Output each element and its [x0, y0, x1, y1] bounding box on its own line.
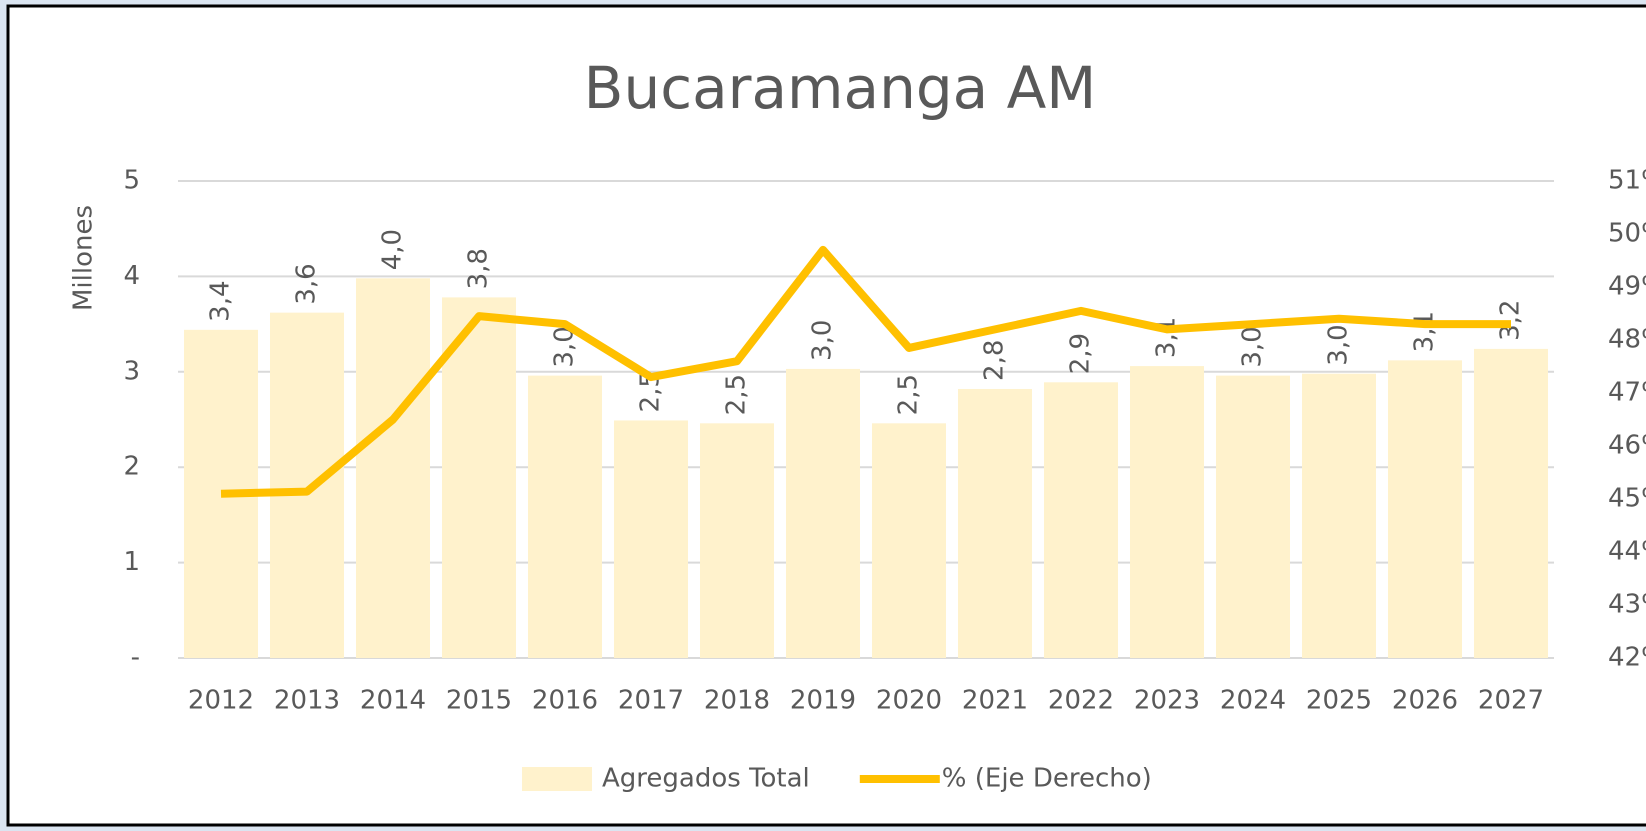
- x-tick-label: 2012: [188, 686, 254, 716]
- legend-swatch: [522, 767, 592, 791]
- bar: [958, 388, 1032, 658]
- data-label: 4,0: [378, 229, 408, 270]
- x-tick-label: 2024: [1220, 686, 1286, 716]
- x-tick-label: 2025: [1306, 686, 1372, 716]
- x-tick-label: 2015: [446, 686, 512, 716]
- y2-tick-label: 46%: [1608, 431, 1646, 461]
- data-label: 3,0: [1324, 324, 1354, 365]
- bar: [1302, 373, 1376, 658]
- x-tick-label: 2022: [1048, 686, 1114, 716]
- x-tick-label: 2018: [704, 686, 770, 716]
- bar: [270, 312, 344, 658]
- data-label: 2,9: [1066, 333, 1096, 374]
- x-tick-label: 2023: [1134, 686, 1200, 716]
- y2-tick-label: 49%: [1608, 272, 1646, 302]
- y2-tick-label: 48%: [1608, 325, 1646, 355]
- data-label: 3,6: [292, 263, 322, 304]
- y-tick-label: -: [131, 643, 140, 673]
- data-label: 2,5: [894, 374, 924, 415]
- y2-tick-label: 51%: [1608, 166, 1646, 196]
- chart-title: Bucaramanga AM: [584, 54, 1097, 122]
- bar: [1130, 366, 1204, 658]
- data-label: 2,8: [980, 340, 1010, 381]
- x-tick-label: 2017: [618, 686, 684, 716]
- bar: [1474, 348, 1548, 658]
- bar: [786, 368, 860, 658]
- y-tick-label: 1: [123, 547, 140, 577]
- legend-label: Agregados Total: [602, 764, 810, 794]
- bar: [700, 423, 774, 658]
- y-tick-label: 5: [123, 166, 140, 196]
- bar: [356, 278, 430, 658]
- data-label: 2,5: [722, 374, 752, 415]
- data-label: 3,0: [808, 320, 838, 361]
- bar: [614, 420, 688, 658]
- y2-tick-label: 44%: [1608, 537, 1646, 567]
- data-label: 3,4: [206, 280, 236, 321]
- y2-tick-label: 42%: [1608, 643, 1646, 673]
- data-label: 3,0: [1238, 326, 1268, 367]
- y2-tick-label: 50%: [1608, 219, 1646, 249]
- x-tick-label: 2026: [1392, 686, 1458, 716]
- x-tick-label: 2016: [532, 686, 598, 716]
- x-tick-label: 2020: [876, 686, 942, 716]
- bar: [1388, 360, 1462, 658]
- x-tick-label: 2019: [790, 686, 856, 716]
- data-label: 3,1: [1152, 317, 1182, 358]
- bar: [1044, 382, 1118, 658]
- x-tick-label: 2013: [274, 686, 340, 716]
- bar: [1216, 375, 1290, 658]
- legend-label: % (Eje Derecho): [942, 764, 1152, 794]
- y-tick-label: 3: [123, 356, 140, 386]
- line: [220, 245, 1511, 498]
- data-label: 3,1: [1410, 311, 1440, 352]
- data-label: 3,8: [464, 248, 494, 289]
- y-tick-label: 2: [123, 452, 140, 482]
- x-tick-label: 2027: [1478, 686, 1544, 716]
- x-tick-label: 2014: [360, 686, 426, 716]
- x-tick-label: 2021: [962, 686, 1028, 716]
- y2-tick-label: 45%: [1608, 484, 1646, 514]
- bar: [442, 297, 516, 658]
- bar: [872, 423, 946, 658]
- y-tick-label: 4: [123, 261, 140, 291]
- bar: [528, 375, 602, 658]
- y2-tick-label: 43%: [1608, 590, 1646, 620]
- y-axis-label: Millones: [69, 205, 99, 311]
- y2-tick-label: 47%: [1608, 378, 1646, 408]
